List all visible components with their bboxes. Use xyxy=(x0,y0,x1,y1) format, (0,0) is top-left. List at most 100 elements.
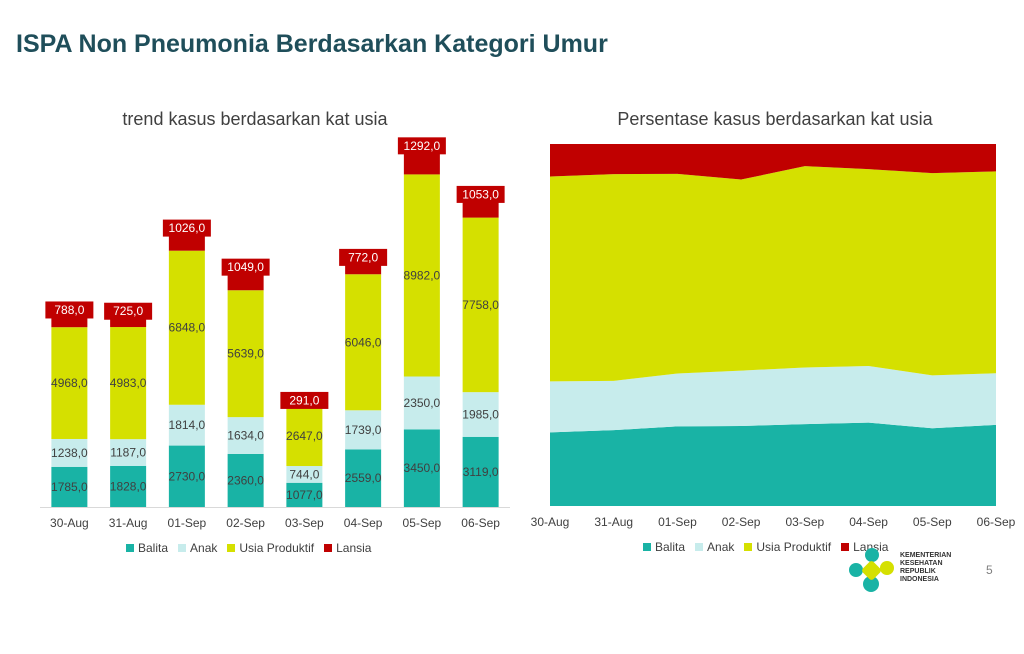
legend-item-balita: Balita xyxy=(126,541,168,555)
bar-anak-05-Sep xyxy=(403,376,440,430)
bar-tick-label-01-Sep: 01-Sep xyxy=(168,516,207,530)
value-label-usia-produktif-30-Aug: 4968,0 xyxy=(51,376,88,390)
bar-tick-label-05-Sep: 05-Sep xyxy=(403,516,442,530)
bar-balita-01-Sep xyxy=(168,445,205,507)
area-tick-label-02-Sep: 02-Sep xyxy=(722,515,761,529)
logo-petal-top xyxy=(865,548,879,562)
value-label-anak-30-Aug: 1238,0 xyxy=(51,446,88,460)
area-tick-label-31-Aug: 31-Aug xyxy=(594,515,633,529)
bar-usia-produktif-03-Sep xyxy=(286,406,323,467)
bar-balita-31-Aug xyxy=(110,465,147,507)
value-label-usia-produktif-31-Aug: 4983,0 xyxy=(110,376,147,390)
legend-item-lansia: Lansia xyxy=(324,541,371,555)
logo-center xyxy=(862,561,881,580)
bar-usia-produktif-30-Aug xyxy=(51,327,88,439)
value-label-lansia-05-Sep: 1292,0 xyxy=(404,139,441,153)
legend-swatch-lansia xyxy=(324,544,333,552)
bar-tick-label-30-Aug: 30-Aug xyxy=(50,516,89,530)
area-tick-label-05-Sep: 05-Sep xyxy=(913,515,952,529)
legend-swatch-anak xyxy=(695,543,704,551)
bar-anak-31-Aug xyxy=(110,439,147,466)
legend-item-anak: Anak xyxy=(178,541,217,555)
area-lansia xyxy=(550,144,996,180)
legend-item-usia-produktif: Usia Produktif xyxy=(744,540,831,554)
legend-item-balita: Balita xyxy=(643,540,685,554)
lansia-label-box-04-Sep xyxy=(339,248,388,266)
legend-item-lansia: Lansia xyxy=(841,540,888,554)
bar-tick-label-31-Aug: 31-Aug xyxy=(109,516,148,530)
bar-usia-produktif-01-Sep xyxy=(168,250,205,405)
area-tick-label-04-Sep: 04-Sep xyxy=(849,515,888,529)
legend-label-anak: Anak xyxy=(190,541,218,555)
bar-usia-produktif-06-Sep xyxy=(462,217,499,393)
value-label-usia-produktif-02-Sep: 5639,0 xyxy=(227,347,264,361)
bar-anak-01-Sep xyxy=(168,404,205,446)
legend-label-lansia: Lansia xyxy=(853,540,889,554)
legend-label-balita: Balita xyxy=(655,540,686,554)
value-label-balita-03-Sep: 1077,0 xyxy=(286,488,323,502)
bar-tick-label-03-Sep: 03-Sep xyxy=(285,516,324,530)
value-label-lansia-02-Sep: 1049,0 xyxy=(227,260,264,274)
bar-anak-06-Sep xyxy=(462,392,499,437)
value-label-anak-04-Sep: 1739,0 xyxy=(345,423,382,437)
legend-item-usia-produktif: Usia Produktif xyxy=(227,541,314,555)
bar-tick-label-02-Sep: 02-Sep xyxy=(226,516,265,530)
area-tick-label-06-Sep: 06-Sep xyxy=(977,515,1016,529)
lansia-label-box-01-Sep xyxy=(162,219,211,237)
lansia-label-box-31-Aug xyxy=(104,302,153,320)
value-label-balita-04-Sep: 2559,0 xyxy=(345,471,382,485)
value-label-usia-produktif-01-Sep: 6848,0 xyxy=(169,321,206,335)
value-label-usia-produktif-05-Sep: 8982,0 xyxy=(404,268,441,282)
value-label-anak-01-Sep: 1814,0 xyxy=(169,418,206,432)
value-label-lansia-01-Sep: 1026,0 xyxy=(169,221,206,235)
value-label-usia-produktif-04-Sep: 6046,0 xyxy=(345,335,382,349)
bar-anak-02-Sep xyxy=(227,417,264,454)
legend-swatch-balita xyxy=(126,544,134,552)
value-label-anak-02-Sep: 1634,0 xyxy=(227,429,264,443)
legend-swatch-anak xyxy=(178,544,187,552)
bar-tick-label-06-Sep: 06-Sep xyxy=(461,516,500,530)
logo-petal-bottom xyxy=(863,576,879,592)
bar-balita-06-Sep xyxy=(462,436,499,507)
bar-balita-04-Sep xyxy=(345,449,382,507)
bar-balita-30-Aug xyxy=(51,466,88,507)
value-label-balita-31-Aug: 1828,0 xyxy=(110,479,147,493)
value-label-lansia-30-Aug: 788,0 xyxy=(54,303,84,317)
area-usia-produktif xyxy=(550,166,996,382)
value-label-lansia-03-Sep: 291,0 xyxy=(289,393,319,407)
value-label-lansia-31-Aug: 725,0 xyxy=(113,304,143,318)
legend-swatch-usia-produktif xyxy=(227,544,236,552)
value-label-usia-produktif-06-Sep: 7758,0 xyxy=(462,298,499,312)
legend-swatch-balita xyxy=(643,543,651,551)
value-label-balita-05-Sep: 3450,0 xyxy=(404,461,441,475)
logo-petal-right xyxy=(880,561,894,575)
area-chart-legend: Balita Anak Usia Produktif Lansia xyxy=(643,540,888,554)
legend-label-lansia: Lansia xyxy=(336,541,372,555)
bar-usia-produktif-04-Sep xyxy=(345,274,382,411)
value-label-lansia-06-Sep: 1053,0 xyxy=(462,187,499,201)
bar-anak-03-Sep xyxy=(286,466,323,483)
value-label-balita-02-Sep: 2360,0 xyxy=(227,473,264,487)
lansia-label-box-03-Sep xyxy=(280,391,329,409)
value-label-lansia-04-Sep: 772,0 xyxy=(348,250,378,264)
legend-item-anak: Anak xyxy=(695,540,734,554)
kemenkes-logo: KEMENTERIAN KESEHATAN REPUBLIK INDONESIA xyxy=(846,546,966,596)
legend-swatch-usia-produktif xyxy=(744,543,753,551)
value-label-anak-06-Sep: 1985,0 xyxy=(462,407,499,421)
legend-label-anak: Anak xyxy=(707,540,735,554)
bar-anak-30-Aug xyxy=(51,438,88,467)
value-label-anak-03-Sep: 744,0 xyxy=(289,467,319,481)
area-tick-label-30-Aug: 30-Aug xyxy=(531,515,570,529)
value-label-balita-06-Sep: 3119,0 xyxy=(463,465,499,479)
lansia-label-box-06-Sep xyxy=(456,185,505,203)
bar-chart-legend: Balita Anak Usia Produktif Lansia xyxy=(126,541,371,555)
bar-balita-03-Sep xyxy=(286,482,323,507)
bar-usia-produktif-31-Aug xyxy=(110,327,147,440)
area-balita xyxy=(550,422,996,506)
bar-chart-title: trend kasus berdasarkan kat usia xyxy=(122,109,388,129)
kemenkes-logo-text: KEMENTERIAN KESEHATAN REPUBLIK INDONESIA xyxy=(900,552,952,583)
value-label-balita-01-Sep: 2730,0 xyxy=(169,469,206,483)
legend-label-balita: Balita xyxy=(138,541,169,555)
legend-label-usia-produktif: Usia Produktif xyxy=(756,540,832,554)
